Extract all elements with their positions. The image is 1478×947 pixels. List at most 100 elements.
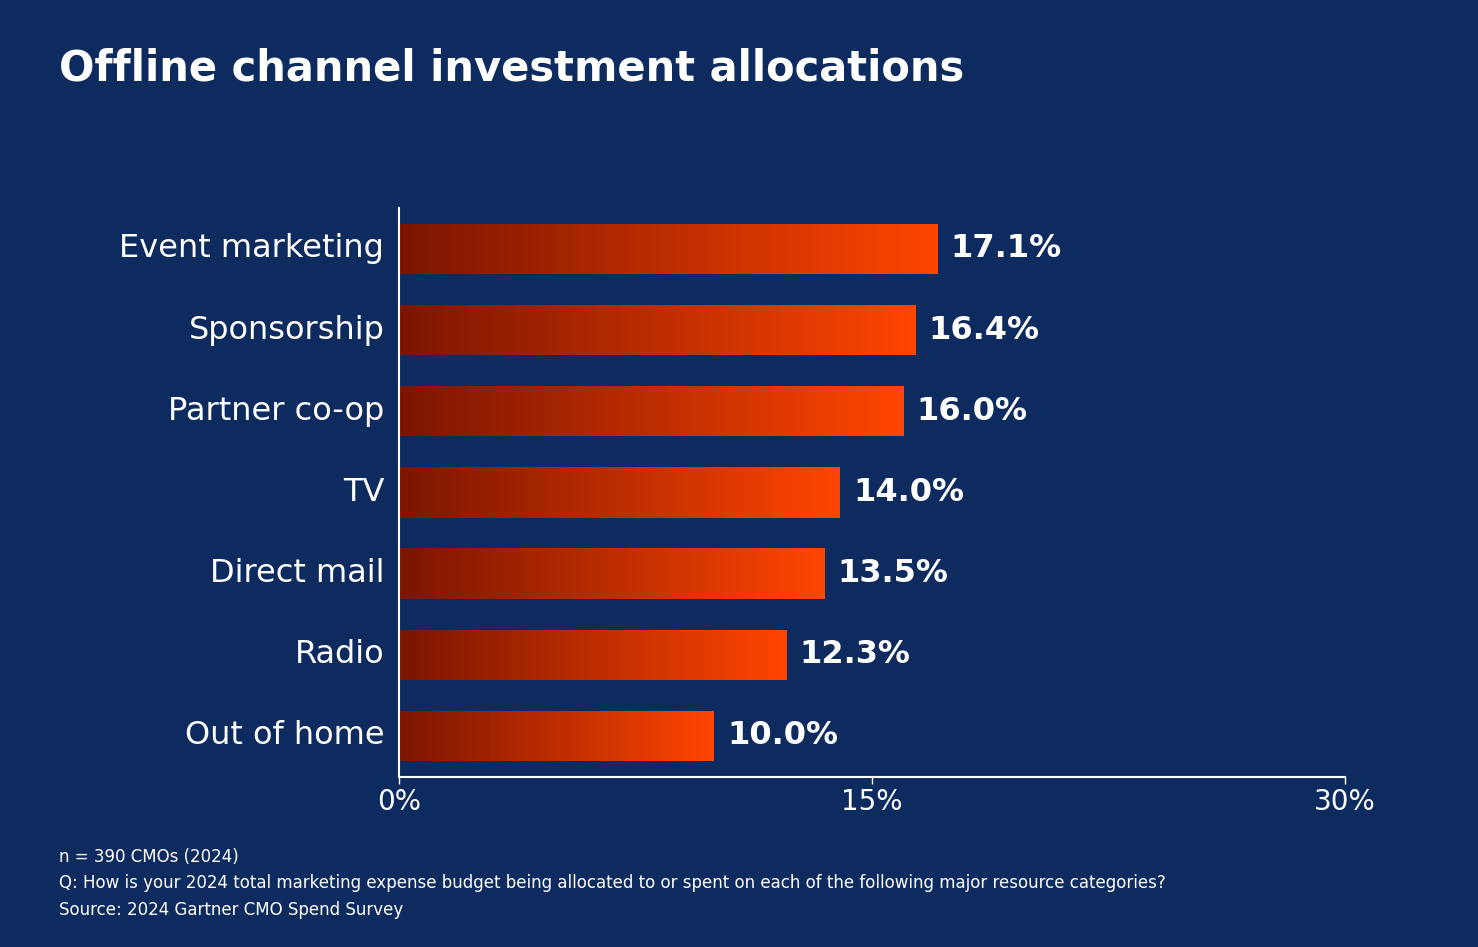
Bar xyxy=(773,305,774,355)
Bar xyxy=(723,223,724,274)
Bar xyxy=(644,386,646,437)
Bar xyxy=(859,305,862,355)
Bar xyxy=(866,223,868,274)
Bar xyxy=(789,223,791,274)
Bar xyxy=(492,386,494,437)
Bar xyxy=(871,223,872,274)
Bar xyxy=(458,305,460,355)
Bar xyxy=(884,223,887,274)
Bar xyxy=(916,223,918,274)
Bar xyxy=(415,386,418,437)
Bar xyxy=(568,386,569,437)
Bar xyxy=(402,386,403,437)
Bar xyxy=(876,305,878,355)
Bar xyxy=(730,386,732,437)
Bar xyxy=(872,386,873,437)
Bar xyxy=(743,386,745,437)
Bar xyxy=(565,305,566,355)
Text: 10.0%: 10.0% xyxy=(727,721,838,752)
Bar xyxy=(609,223,610,274)
Bar xyxy=(825,305,826,355)
Bar xyxy=(921,223,922,274)
Bar xyxy=(868,386,871,437)
Bar xyxy=(590,386,591,437)
Bar xyxy=(455,386,457,437)
Bar xyxy=(436,386,437,437)
Bar xyxy=(760,223,763,274)
Bar xyxy=(705,386,706,437)
Bar xyxy=(814,305,816,355)
Bar xyxy=(476,223,479,274)
Bar xyxy=(510,223,513,274)
Bar xyxy=(766,223,767,274)
Bar xyxy=(783,223,785,274)
Bar xyxy=(712,305,714,355)
Bar xyxy=(641,305,644,355)
Bar xyxy=(652,305,655,355)
Bar xyxy=(573,386,575,437)
Bar xyxy=(866,386,868,437)
Text: Event marketing: Event marketing xyxy=(120,233,384,264)
Bar xyxy=(937,223,939,274)
Bar xyxy=(826,223,829,274)
Bar xyxy=(557,386,559,437)
Bar xyxy=(758,386,761,437)
Bar xyxy=(556,305,557,355)
Bar xyxy=(649,223,650,274)
Bar xyxy=(692,305,693,355)
Bar xyxy=(801,386,803,437)
Bar xyxy=(708,223,709,274)
Text: Sponsorship: Sponsorship xyxy=(188,314,384,346)
Bar xyxy=(665,305,667,355)
Bar xyxy=(562,305,563,355)
Bar xyxy=(757,223,758,274)
Bar xyxy=(689,223,690,274)
Bar xyxy=(538,305,541,355)
Bar xyxy=(424,223,426,274)
Bar xyxy=(563,305,565,355)
Bar xyxy=(915,223,916,274)
Bar xyxy=(408,305,409,355)
Bar xyxy=(498,223,500,274)
Bar xyxy=(891,386,894,437)
Bar xyxy=(569,305,572,355)
Bar xyxy=(838,305,841,355)
Bar xyxy=(758,223,760,274)
Bar xyxy=(628,305,630,355)
Bar xyxy=(896,223,897,274)
Bar xyxy=(529,386,531,437)
Bar xyxy=(822,305,823,355)
Bar xyxy=(414,305,417,355)
Bar xyxy=(652,386,653,437)
Bar xyxy=(721,305,723,355)
Bar xyxy=(670,386,671,437)
Bar xyxy=(494,305,495,355)
Bar xyxy=(647,386,650,437)
Bar xyxy=(581,223,582,274)
Bar xyxy=(831,305,832,355)
Bar xyxy=(500,386,501,437)
Bar xyxy=(709,386,712,437)
Bar xyxy=(596,386,597,437)
Bar xyxy=(900,305,903,355)
Bar xyxy=(905,305,906,355)
Bar xyxy=(655,305,656,355)
Bar xyxy=(587,386,590,437)
Bar xyxy=(437,386,439,437)
Bar xyxy=(706,305,708,355)
Bar xyxy=(415,223,417,274)
Bar xyxy=(550,386,553,437)
Bar xyxy=(767,386,769,437)
Bar xyxy=(769,386,770,437)
Bar xyxy=(485,223,488,274)
Bar xyxy=(835,305,837,355)
Bar xyxy=(823,223,825,274)
Text: Direct mail: Direct mail xyxy=(210,558,384,589)
Bar xyxy=(875,305,876,355)
Bar xyxy=(825,386,826,437)
Bar xyxy=(473,386,474,437)
Bar xyxy=(652,223,655,274)
Bar xyxy=(822,223,823,274)
Bar xyxy=(678,305,680,355)
Bar xyxy=(622,386,624,437)
